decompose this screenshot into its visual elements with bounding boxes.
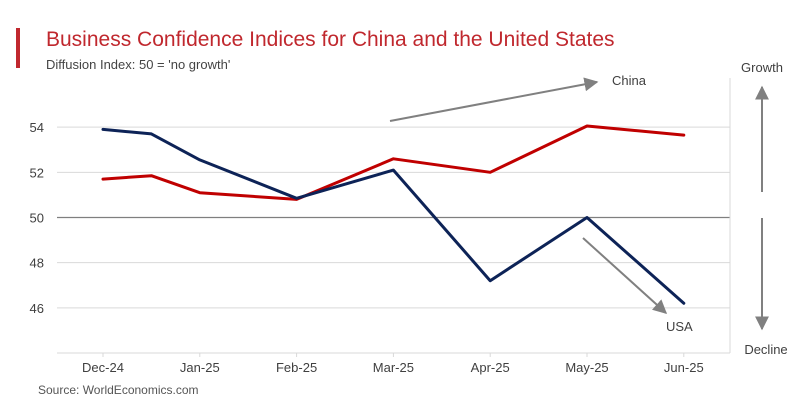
china-annotation-label: China xyxy=(612,73,647,88)
x-tick-label: Jun-25 xyxy=(664,360,704,375)
y-tick-label: 48 xyxy=(30,256,44,271)
y-tick-label: 46 xyxy=(30,301,44,316)
series-line-usa xyxy=(103,129,684,303)
x-tick-label: Apr-25 xyxy=(471,360,510,375)
y-tick-label: 52 xyxy=(30,165,44,180)
x-tick-label: Feb-25 xyxy=(276,360,317,375)
x-tick-label: Mar-25 xyxy=(373,360,414,375)
usa-annotation-label: USA xyxy=(666,319,693,334)
china-trend-arrow xyxy=(390,82,597,121)
y-tick-label: 50 xyxy=(30,211,44,226)
growth-label: Growth xyxy=(741,60,783,75)
x-tick-label: May-25 xyxy=(565,360,608,375)
decline-label: Decline xyxy=(744,342,787,357)
y-tick-label: 54 xyxy=(30,120,44,135)
series-lines xyxy=(103,126,684,303)
source-note: Source: WorldEconomics.com xyxy=(38,383,199,397)
series-line-china xyxy=(103,126,684,199)
x-tick-label: Jan-25 xyxy=(180,360,220,375)
x-tick-label: Dec-24 xyxy=(82,360,124,375)
axes: 46 48 50 52 54 Dec-24 Jan-25 Feb-25 Mar-25 Apr-25… xyxy=(30,78,730,375)
